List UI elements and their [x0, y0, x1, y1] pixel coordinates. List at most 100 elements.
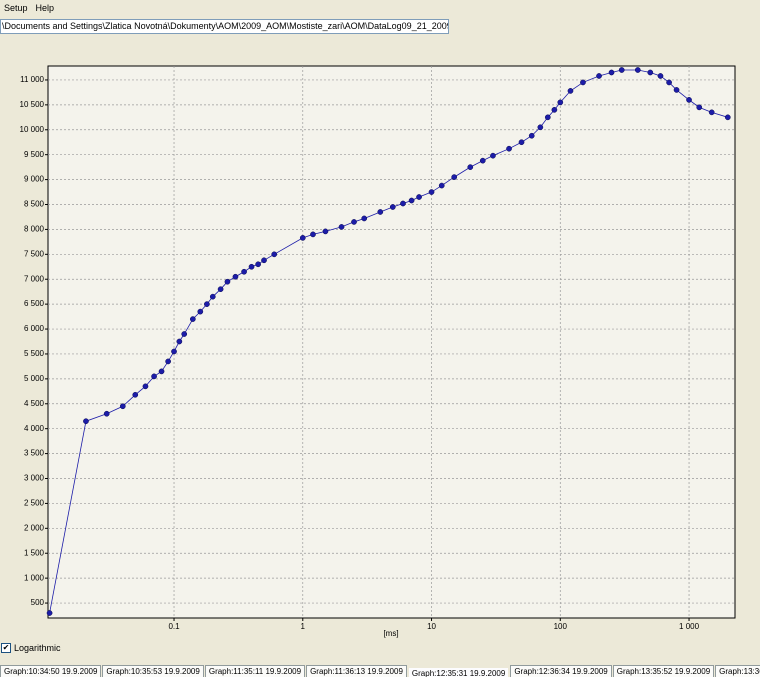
y-tick-label: 2 500	[24, 499, 45, 508]
options: ✔ Logarithmic	[1, 643, 61, 653]
plot-area	[47, 65, 736, 619]
data-point	[171, 348, 177, 355]
data-point	[103, 410, 110, 417]
tab[interactable]: Graph:13:35:52 19.9.2009	[612, 665, 715, 677]
tab[interactable]: Graph:12:36:34 19.9.2009	[510, 665, 612, 677]
x-tick-label: 1 000	[679, 622, 700, 631]
data-point	[209, 293, 216, 300]
y-tick-label: 9 000	[24, 175, 45, 184]
tab[interactable]: Graph:11:35:11 19.9.2009	[204, 665, 306, 677]
data-point	[708, 109, 715, 116]
data-point	[408, 197, 415, 204]
y-tick-label: 7 000	[24, 274, 45, 283]
data-point	[165, 358, 171, 365]
y-tick-label: 3 500	[24, 449, 45, 458]
menu-item[interactable]: Help	[35, 3, 55, 13]
tab-strip: Graph:10:34:50 19.9.2009 Graph:10:35:53 1…	[0, 665, 760, 677]
data-point	[299, 235, 306, 241]
data-point	[428, 189, 435, 195]
data-point	[181, 331, 188, 337]
data-point	[400, 200, 406, 207]
data-point	[490, 152, 496, 159]
tab[interactable]: Graph:11:36:13 19.9.2009	[306, 665, 407, 677]
y-tick-label: 4 000	[24, 424, 45, 433]
data-point	[132, 391, 139, 398]
logarithmic-label: Logarithmic	[14, 643, 61, 653]
data-point	[666, 79, 672, 86]
data-point	[158, 368, 165, 375]
data-point	[686, 97, 692, 103]
logarithmic-checkbox[interactable]: ✔	[1, 643, 11, 653]
data-point	[338, 224, 345, 230]
y-tick-label: 6 500	[24, 299, 45, 308]
data-point	[608, 69, 615, 76]
data-point	[544, 114, 551, 121]
y-tick-label: 5 500	[24, 349, 45, 358]
data-point	[255, 261, 261, 268]
data-point	[673, 87, 680, 93]
y-tick-label: 3 000	[24, 474, 45, 483]
data-point	[528, 132, 535, 139]
y-tick-label: 7 500	[24, 249, 45, 258]
data-point	[557, 99, 564, 106]
x-axis-label: [ms]	[383, 629, 398, 638]
data-point	[119, 403, 126, 410]
data-point	[416, 194, 422, 200]
tab[interactable]: Graph:13:36:54 19.9.2009	[715, 665, 760, 677]
y-tick-label: 11 000	[20, 75, 44, 84]
tab[interactable]: Graph:10:35:53 19.9.2009	[102, 665, 204, 677]
data-point	[618, 67, 625, 73]
tab[interactable]: Graph:12:35:31 19.9.2009	[407, 667, 510, 677]
data-point	[232, 273, 239, 280]
y-tick-label: 6 000	[24, 324, 45, 333]
y-tick-label: 1 000	[24, 573, 45, 582]
data-point	[197, 308, 204, 315]
data-point	[580, 79, 586, 86]
data-point	[696, 104, 703, 111]
data-point	[537, 124, 544, 131]
data-point	[634, 67, 641, 73]
y-tick-label: 10 500	[20, 100, 45, 109]
x-tick-label: 10	[427, 622, 436, 631]
data-point	[248, 263, 255, 270]
data-point	[479, 157, 486, 164]
y-tick-label: 500	[31, 598, 45, 607]
y-tick-label: 1 500	[24, 548, 45, 557]
data-point	[596, 73, 602, 79]
data-point	[351, 219, 357, 225]
y-tick-label: 8 500	[24, 200, 45, 209]
data-point	[657, 73, 664, 79]
y-tick-label: 4 500	[24, 399, 45, 408]
y-tick-label: 9 500	[24, 150, 45, 159]
file-path-box[interactable]: \Documents and Settings\Zlatica Novotná\…	[0, 19, 449, 34]
data-point	[241, 268, 247, 275]
data-point	[438, 182, 445, 189]
data-point	[261, 257, 267, 264]
x-tick-label: 100	[554, 622, 568, 631]
y-tick-label: 8 000	[24, 225, 45, 234]
data-point	[361, 215, 368, 222]
chart: [ms] 500 1 000 1 500 2 000 2 500 3 000 3 500 4 …	[20, 65, 736, 638]
data-point	[724, 114, 731, 121]
data-point	[389, 204, 396, 210]
data-point	[176, 338, 183, 345]
menu-item[interactable]: Setup	[4, 3, 28, 13]
data-point	[46, 610, 53, 616]
data-point	[224, 278, 231, 285]
data-point	[142, 383, 149, 390]
data-point	[189, 316, 196, 322]
tab[interactable]: Graph:10:34:50 19.9.2009	[0, 665, 102, 677]
y-tick-label: 2 000	[24, 523, 45, 532]
data-point	[322, 228, 329, 235]
data-point	[217, 286, 224, 293]
data-point	[567, 88, 574, 94]
data-point	[647, 69, 654, 76]
data-point	[506, 145, 512, 152]
menu-bar: Setup Help	[4, 3, 54, 13]
data-point	[377, 209, 384, 215]
data-point	[467, 164, 474, 170]
data-point	[518, 139, 525, 146]
data-point	[204, 301, 210, 307]
data-point	[151, 373, 157, 380]
